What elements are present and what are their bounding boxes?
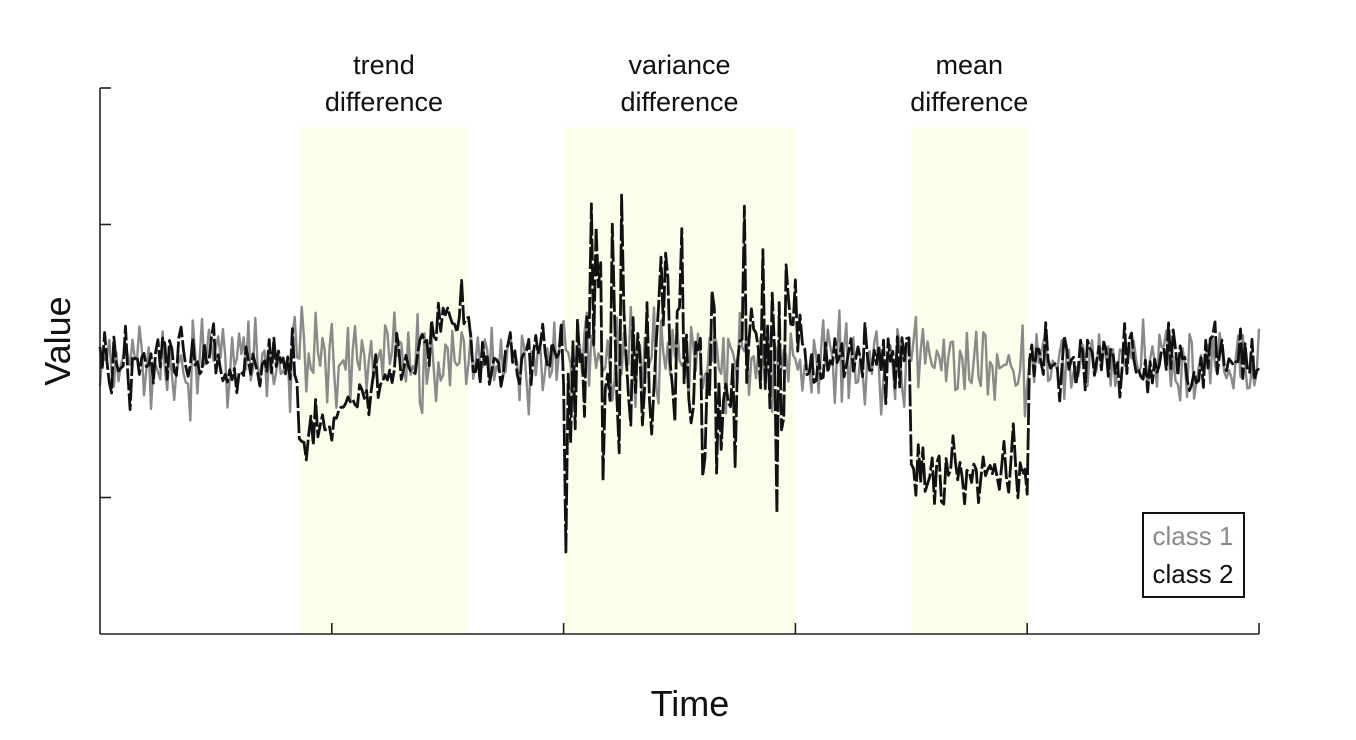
x-axis-title: Time xyxy=(651,683,730,724)
highlight-regions xyxy=(299,127,1028,634)
legend-entry-class-2: class 2 xyxy=(1153,559,1234,589)
series-class-2-line xyxy=(98,193,1261,554)
trend-difference-label: trend difference xyxy=(325,50,443,117)
legend: class 1 class 2 xyxy=(1142,512,1245,598)
axes xyxy=(99,87,1260,635)
legend-entry-class-1: class 1 xyxy=(1153,521,1234,551)
legend-box xyxy=(1142,512,1245,598)
series-layer xyxy=(98,193,1261,554)
region-labels: trend difference variance difference mean dif… xyxy=(325,50,1028,117)
y-axis-title: Value xyxy=(37,296,78,385)
variance-difference-label: variance difference xyxy=(620,50,738,117)
axis-ticks xyxy=(100,87,1260,634)
mean-difference-label: mean difference xyxy=(910,50,1028,117)
